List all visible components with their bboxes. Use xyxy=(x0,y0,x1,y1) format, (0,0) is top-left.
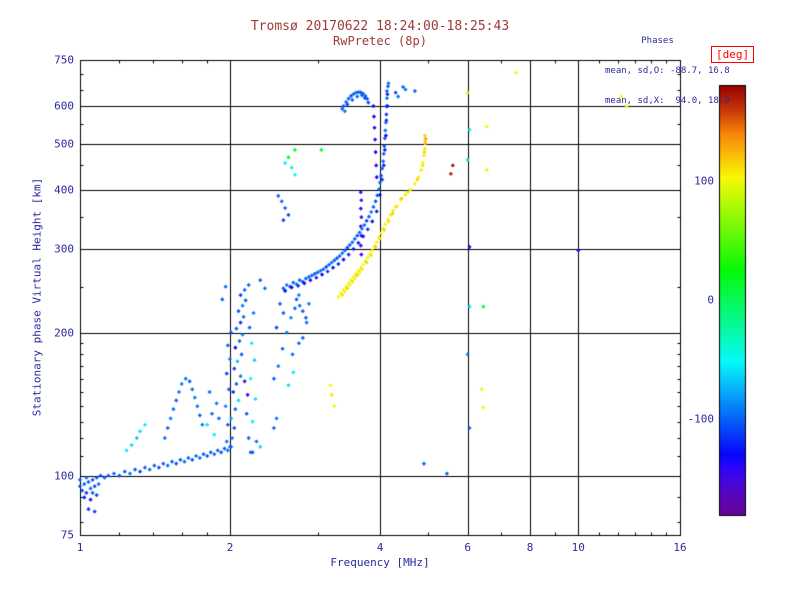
y-tick-label: 100 xyxy=(54,469,74,483)
y-tick-label: 200 xyxy=(54,326,74,340)
phases-heading: Phases xyxy=(641,36,674,46)
y-tick-label: 750 xyxy=(54,53,74,67)
y-tick-label: 75 xyxy=(60,528,74,542)
y-tick-label: 500 xyxy=(54,137,74,151)
x-tick-label: 2 xyxy=(226,541,234,554)
colorbar-tick-label: 0 xyxy=(707,293,714,307)
x-tick-label: 10 xyxy=(571,541,585,554)
colorbar-tick-label: 100 xyxy=(694,174,714,188)
colorbar-tick-label: -100 xyxy=(687,412,715,426)
y-tick-label: 300 xyxy=(54,242,74,256)
y-tick-label: 400 xyxy=(54,183,74,197)
phases-x-stats: mean, sd,X: 94.0, 18.0 xyxy=(605,96,730,106)
page-title: Tromsø 20170622 18:24:00-18:25:43 xyxy=(250,19,510,34)
y-tick-label: 600 xyxy=(54,99,74,113)
x-axis-label: Frequency [MHz] xyxy=(330,556,430,569)
x-tick-label: 4 xyxy=(376,541,384,554)
phases-block: Phases mean, sd,O: -88.7, 16.8 mean, sd,… xyxy=(605,16,730,126)
y-axis-label: Stationary phase Virtual Height [km] xyxy=(30,177,44,417)
x-tick-label: 1 xyxy=(76,541,84,554)
x-tick-label: 16 xyxy=(673,541,687,554)
x-tick-label: 6 xyxy=(464,541,472,554)
page-subtitle: RwPretec (8p) xyxy=(333,34,427,48)
phases-o-stats: mean, sd,O: -88.7, 16.8 xyxy=(605,66,730,76)
colorbar-unit-label: [deg] xyxy=(711,46,755,63)
x-tick-label: 8 xyxy=(526,541,534,554)
